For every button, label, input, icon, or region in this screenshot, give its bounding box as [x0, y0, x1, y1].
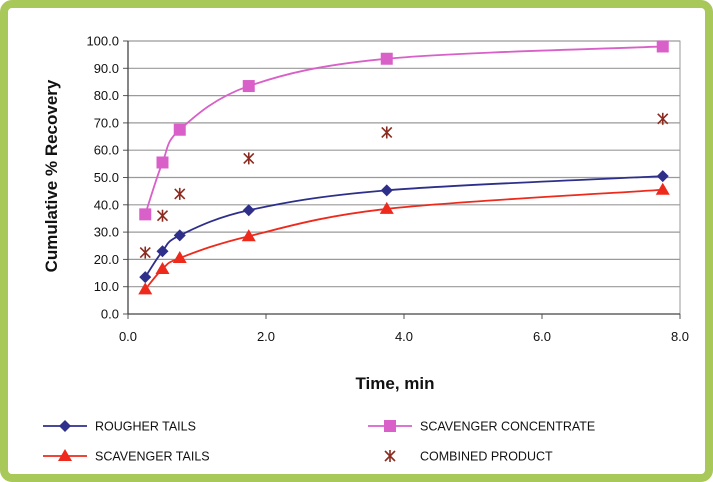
data-point-combined-product [243, 152, 255, 165]
legend-marker-triangle [58, 449, 72, 461]
y-tick-label: 0.0 [101, 307, 119, 322]
series-layer [138, 40, 670, 295]
legend-label: COMBINED PRODUCT [420, 450, 553, 464]
legend-item-rougher-tails: ROUGHER TAILS [43, 420, 196, 434]
data-point-rougher-tails [139, 271, 152, 284]
data-point-scavenger-tails [379, 201, 394, 214]
grid-layer [127, 40, 681, 315]
y-tick-label: 50.0 [94, 170, 119, 185]
data-point-scavenger-concentrate [173, 123, 186, 136]
legend-label: SCAVENGER CONCENTRATE [420, 420, 595, 434]
data-point-rougher-tails [156, 245, 169, 258]
data-point-scavenger-tails [155, 261, 170, 274]
axes: 0.0 10.0 20.0 30.0 40.0 50.0 60.0 70.0 80.0 90.0 1… [86, 34, 689, 345]
data-point-rougher-tails [173, 229, 186, 242]
data-point-scavenger-concentrate [656, 40, 669, 53]
legend-label: SCAVENGER TAILS [95, 450, 210, 464]
x-tick-label: 0.0 [119, 329, 137, 344]
data-point-combined-product [657, 112, 669, 125]
y-tick-label: 80.0 [94, 88, 119, 103]
data-point-scavenger-concentrate [380, 52, 393, 65]
legend-label: ROUGHER TAILS [95, 420, 196, 434]
y-tick-label: 30.0 [94, 225, 119, 240]
data-point-combined-product [174, 187, 186, 200]
data-point-scavenger-concentrate [156, 156, 169, 169]
legend-marker-diamond [59, 420, 71, 432]
y-tick-label: 20.0 [94, 252, 119, 267]
data-point-rougher-tails [380, 184, 393, 197]
series-scavenger-tails [138, 182, 670, 295]
data-point-combined-product [139, 246, 151, 259]
y-tick-label: 90.0 [94, 61, 119, 76]
data-point-rougher-tails [242, 204, 255, 217]
x-tick-label: 8.0 [671, 329, 689, 344]
y-tick-label: 100.0 [86, 34, 119, 49]
y-tick-label: 60.0 [94, 143, 119, 158]
data-point-scavenger-tails [241, 229, 256, 242]
data-point-combined-product [381, 126, 393, 139]
data-point-scavenger-tails [655, 182, 670, 195]
data-point-rougher-tails [656, 170, 669, 183]
legend-item-combined-product: COMBINED PRODUCT [384, 450, 553, 464]
y-tick-label: 40.0 [94, 197, 119, 212]
x-tick-label: 4.0 [395, 329, 413, 344]
data-point-scavenger-concentrate [139, 208, 152, 221]
legend-item-scavenger-tails: SCAVENGER TAILS [43, 449, 210, 464]
x-tick-label: 6.0 [533, 329, 551, 344]
y-tick-label: 10.0 [94, 279, 119, 294]
y-axis-title: Cumulative % Recovery [42, 79, 61, 272]
legend: ROUGHER TAILS SCAVENGER CONCENTRATE SCAVEN… [43, 420, 595, 464]
y-tick-label: 70.0 [94, 115, 119, 130]
legend-item-scavenger-concentrate: SCAVENGER CONCENTRATE [368, 420, 595, 434]
data-point-scavenger-tails [138, 282, 153, 295]
series-line-rougher-tails [144, 175, 663, 278]
series-scavenger-concentrate [139, 40, 669, 221]
legend-marker-square [384, 420, 396, 432]
data-point-scavenger-tails [172, 251, 187, 264]
data-point-combined-product [156, 209, 169, 222]
x-axis-title: Time, min [355, 374, 434, 393]
x-tick-label: 2.0 [257, 329, 275, 344]
series-rougher-tails [139, 170, 669, 284]
data-point-scavenger-concentrate [242, 80, 255, 93]
legend-marker-asterisk [384, 450, 396, 462]
series-combined-product [139, 112, 669, 259]
